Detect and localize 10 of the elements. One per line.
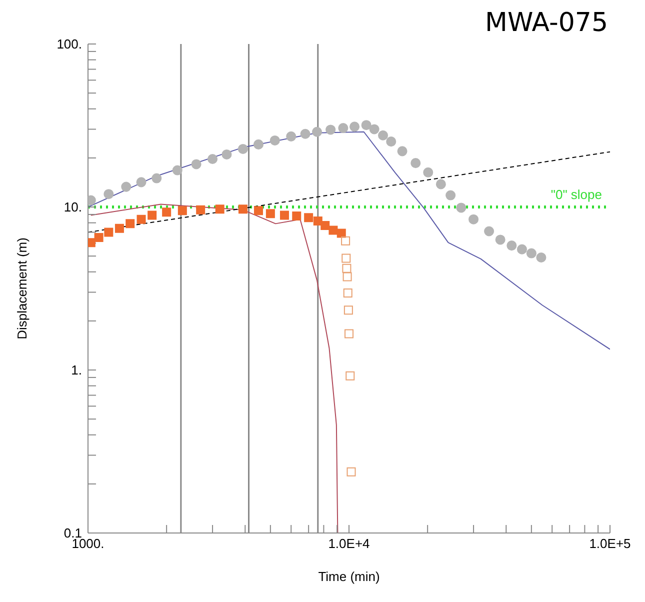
y-tick-label: 10. [64,200,82,215]
chart-title: MWA-075 [485,8,608,38]
ref-line-label: "0" slope [550,187,602,202]
y-tick-label: 100. [56,36,82,52]
y-axis-title: Displacement (m) [14,238,30,340]
y-tick-label: 1. [71,362,82,378]
x-axis-title: Time (min) [318,569,380,584]
x-tick-label: 1.0E+5 [589,536,631,552]
x-tick-label: 1000. [72,536,104,552]
x-tick-label: 1.0E+4 [328,536,370,552]
